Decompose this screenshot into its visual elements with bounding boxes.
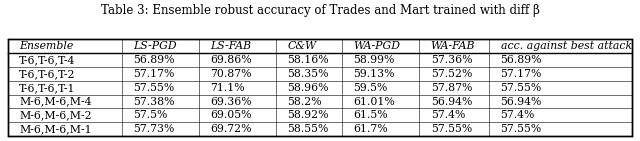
Text: 56.94%: 56.94%: [500, 97, 542, 107]
Text: M-6,M-6,M-1: M-6,M-6,M-1: [19, 124, 92, 134]
Text: LS-PGD: LS-PGD: [133, 41, 177, 51]
Text: 58.96%: 58.96%: [287, 83, 329, 93]
Text: 58.35%: 58.35%: [287, 69, 329, 79]
Text: 57.17%: 57.17%: [500, 69, 542, 79]
Text: 57.4%: 57.4%: [500, 110, 535, 120]
Text: 58.55%: 58.55%: [287, 124, 329, 134]
Text: 69.86%: 69.86%: [211, 55, 252, 65]
Text: T-6,T-6,T-1: T-6,T-6,T-1: [19, 83, 76, 93]
Text: Ensemble: Ensemble: [19, 41, 74, 51]
Text: M-6,M-6,M-2: M-6,M-6,M-2: [19, 110, 92, 120]
Text: 69.72%: 69.72%: [211, 124, 252, 134]
Text: 58.92%: 58.92%: [287, 110, 329, 120]
Text: 57.52%: 57.52%: [431, 69, 472, 79]
Text: 57.55%: 57.55%: [431, 124, 472, 134]
Text: 56.94%: 56.94%: [431, 97, 472, 107]
Text: 57.55%: 57.55%: [500, 124, 542, 134]
Text: 57.5%: 57.5%: [133, 110, 168, 120]
Text: 57.55%: 57.55%: [500, 83, 542, 93]
Text: 70.87%: 70.87%: [211, 69, 252, 79]
Text: 57.73%: 57.73%: [133, 124, 175, 134]
Text: 69.36%: 69.36%: [211, 97, 252, 107]
Text: 58.2%: 58.2%: [287, 97, 322, 107]
Text: T-6,T-6,T-2: T-6,T-6,T-2: [19, 69, 76, 79]
Text: acc. against best attack: acc. against best attack: [500, 41, 632, 51]
Text: 57.38%: 57.38%: [133, 97, 175, 107]
Text: 59.5%: 59.5%: [353, 83, 388, 93]
Text: 58.16%: 58.16%: [287, 55, 329, 65]
Text: 57.87%: 57.87%: [431, 83, 472, 93]
Text: 61.01%: 61.01%: [353, 97, 396, 107]
Text: 57.55%: 57.55%: [133, 83, 174, 93]
Text: 57.36%: 57.36%: [431, 55, 472, 65]
Text: Table 3: Ensemble robust accuracy of Trades and Mart trained with diff β: Table 3: Ensemble robust accuracy of Tra…: [100, 4, 540, 17]
Text: 57.4%: 57.4%: [431, 110, 465, 120]
Text: LS-FAB: LS-FAB: [211, 41, 252, 51]
Text: M-6,M-6,M-4: M-6,M-6,M-4: [19, 97, 92, 107]
Text: 56.89%: 56.89%: [133, 55, 175, 65]
Text: 58.99%: 58.99%: [353, 55, 395, 65]
Text: 59.13%: 59.13%: [353, 69, 395, 79]
Text: WA-FAB: WA-FAB: [431, 41, 476, 51]
Text: WA-PGD: WA-PGD: [353, 41, 401, 51]
Text: 61.7%: 61.7%: [353, 124, 388, 134]
Text: T-6,T-6,T-4: T-6,T-6,T-4: [19, 55, 76, 65]
Text: 69.05%: 69.05%: [211, 110, 252, 120]
Text: 56.89%: 56.89%: [500, 55, 542, 65]
Text: 61.5%: 61.5%: [353, 110, 388, 120]
Text: 71.1%: 71.1%: [211, 83, 245, 93]
Text: 57.17%: 57.17%: [133, 69, 175, 79]
Text: C&W: C&W: [287, 41, 317, 51]
